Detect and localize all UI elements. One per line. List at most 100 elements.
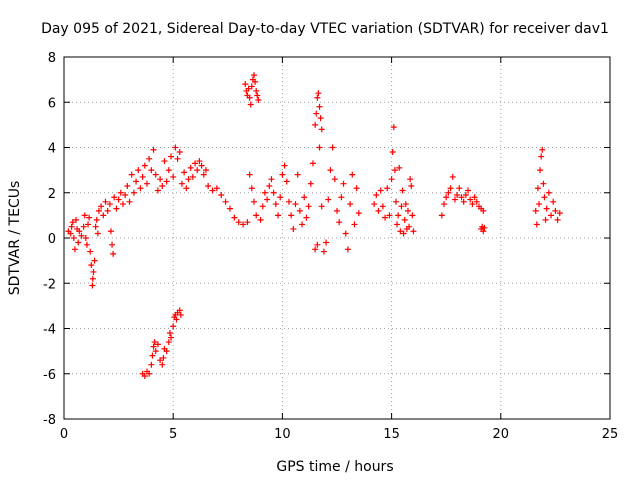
data-point	[480, 228, 487, 235]
data-point	[213, 185, 220, 192]
data-point	[447, 185, 454, 192]
data-point	[170, 173, 177, 180]
data-point	[248, 185, 255, 192]
data-point	[107, 228, 114, 235]
data-point	[552, 207, 559, 214]
data-point	[458, 194, 465, 201]
data-point	[247, 101, 254, 108]
data-point	[550, 198, 557, 205]
data-point	[406, 223, 413, 230]
data-point	[397, 228, 404, 235]
data-point	[285, 198, 292, 205]
data-point	[465, 187, 472, 194]
data-point	[141, 162, 148, 169]
data-point	[386, 212, 393, 219]
data-point	[163, 178, 170, 185]
data-point	[148, 167, 155, 174]
data-point	[106, 201, 113, 208]
data-point	[240, 221, 247, 228]
data-point	[93, 216, 100, 223]
data-point	[548, 212, 555, 219]
data-point	[532, 207, 539, 214]
data-point	[178, 180, 185, 187]
data-point	[301, 194, 308, 201]
data-point	[281, 162, 288, 169]
data-point	[202, 167, 209, 174]
data-point	[90, 268, 97, 275]
data-point	[122, 192, 129, 199]
data-point	[159, 182, 166, 189]
data-point	[410, 228, 417, 235]
y-tick-label: 2	[48, 187, 56, 202]
data-point	[320, 248, 327, 255]
data-point	[205, 182, 212, 189]
plot-frame	[63, 56, 611, 420]
data-point	[481, 224, 488, 231]
data-point	[248, 83, 255, 90]
data-point	[95, 207, 102, 214]
data-point	[398, 203, 405, 210]
data-point	[91, 257, 98, 264]
data-point	[102, 198, 109, 205]
x-tick-label: 5	[169, 427, 177, 442]
data-point	[246, 94, 253, 101]
data-point	[294, 171, 301, 178]
data-point	[325, 196, 332, 203]
data-point	[290, 225, 297, 232]
data-point	[255, 96, 262, 103]
y-tick-label: 8	[48, 51, 56, 66]
data-point	[402, 201, 409, 208]
data-point	[148, 361, 155, 368]
data-point	[344, 246, 351, 253]
data-point	[377, 187, 384, 194]
data-point	[75, 239, 82, 246]
data-point	[316, 103, 323, 110]
data-point	[242, 81, 249, 88]
data-point	[146, 370, 153, 377]
data-point	[467, 196, 474, 203]
x-tick-label: 10	[274, 427, 291, 442]
y-tick-label: 6	[48, 96, 56, 111]
data-point	[336, 219, 343, 226]
data-point	[471, 194, 478, 201]
data-point	[252, 78, 259, 85]
data-point	[253, 212, 260, 219]
data-point	[185, 176, 192, 183]
data-point	[187, 164, 194, 171]
data-point	[396, 164, 403, 171]
data-point	[327, 167, 334, 174]
data-point	[331, 176, 338, 183]
data-point	[334, 207, 340, 214]
data-point	[146, 155, 153, 162]
data-point	[174, 155, 181, 162]
data-point	[456, 185, 463, 192]
data-point	[399, 187, 406, 194]
data-point	[157, 357, 164, 364]
data-point	[89, 275, 96, 282]
data-point	[71, 246, 78, 253]
data-point	[82, 235, 89, 241]
data-point	[541, 194, 548, 201]
data-point	[329, 144, 336, 151]
data-point	[104, 207, 111, 214]
data-point	[540, 180, 547, 187]
data-point	[443, 194, 450, 201]
data-point	[473, 198, 480, 205]
data-point	[141, 373, 148, 380]
data-point	[312, 121, 319, 128]
data-point	[536, 201, 543, 208]
data-point	[537, 167, 544, 174]
data-point	[198, 162, 205, 169]
data-point	[268, 176, 275, 183]
data-point	[401, 216, 408, 223]
data-point	[115, 196, 122, 203]
data-point	[347, 201, 354, 208]
data-point	[342, 230, 349, 237]
data-point	[183, 185, 190, 192]
data-point	[449, 173, 456, 180]
x-tick-label: 0	[60, 427, 68, 442]
data-point	[192, 160, 199, 167]
data-point	[110, 250, 117, 257]
data-point	[441, 201, 448, 208]
data-point	[189, 173, 196, 180]
